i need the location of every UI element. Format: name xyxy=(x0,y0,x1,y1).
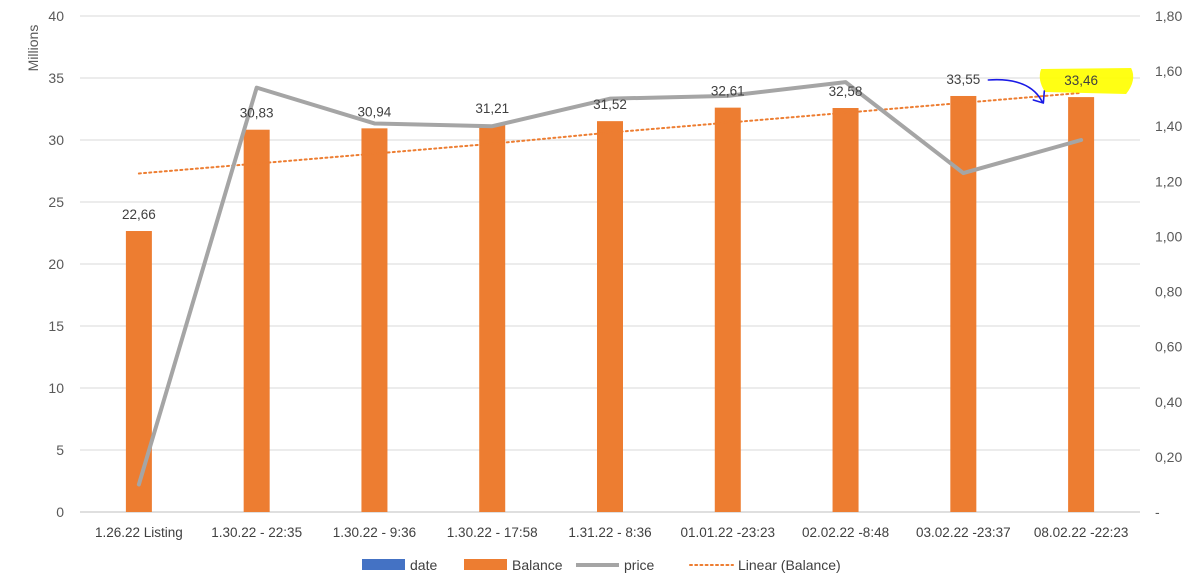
balance-bar xyxy=(479,124,506,512)
left-tick-label: 15 xyxy=(48,318,64,334)
category-label: 08.02.22 -22:23 xyxy=(1034,525,1129,540)
price-line xyxy=(136,80,1084,487)
left-axis-ticks: 0 5 10 15 20 25 30 35 40 xyxy=(48,8,64,520)
right-tick-label: 0,20 xyxy=(1155,449,1182,465)
legend-label: date xyxy=(410,557,437,573)
balance-data-label: 32,61 xyxy=(711,84,745,99)
right-tick-label: 1,60 xyxy=(1155,63,1182,79)
left-tick-label: 0 xyxy=(56,504,64,520)
category-label: 1.30.22 - 9:36 xyxy=(333,525,416,540)
legend-swatch xyxy=(464,559,507,570)
balance-data-label: 30,94 xyxy=(358,104,392,119)
balance-data-label: 32,58 xyxy=(829,84,863,99)
balance-bar xyxy=(1068,97,1095,512)
balance-bar xyxy=(597,121,623,512)
balance-data-label: 31,52 xyxy=(593,97,627,112)
left-tick-label: 40 xyxy=(48,8,64,24)
category-axis-labels: 1.26.22 Listing 1.30.22 - 22:35 1.30.22 - … xyxy=(95,525,1128,540)
data-labels: 22,66 30,83 30,94 31,21 31,52 32,61 32,58 33,55… xyxy=(122,72,1098,222)
right-tick-label: 0,80 xyxy=(1155,284,1182,300)
highlight-layer xyxy=(1039,68,1134,94)
legend: date Balance price Linear (Balance) xyxy=(362,557,841,573)
balance-data-label: 22,66 xyxy=(122,207,156,222)
left-tick-label: 10 xyxy=(48,380,64,396)
balance-bar xyxy=(832,108,859,513)
balance-trendline xyxy=(137,91,1083,175)
balance-bar xyxy=(125,231,152,513)
right-tick-label: 1,00 xyxy=(1155,228,1182,244)
right-tick-label: 1,20 xyxy=(1155,173,1182,189)
category-label: 1.30.22 - 22:35 xyxy=(211,525,302,540)
category-label: 1.30.22 - 17:58 xyxy=(447,525,538,540)
category-label: 03.02.22 -23:37 xyxy=(916,525,1011,540)
legend-label: price xyxy=(624,557,655,573)
right-tick-label: - xyxy=(1155,504,1160,520)
balance-bars xyxy=(125,95,1095,513)
category-label: 02.02.22 -8:48 xyxy=(802,525,889,540)
legend-label: Linear (Balance) xyxy=(738,557,841,573)
y-axis-title: Millions xyxy=(25,25,41,72)
trendline-layer xyxy=(137,91,1083,175)
balance-data-label: 33,55 xyxy=(946,72,980,87)
balance-bar xyxy=(361,128,388,512)
legend-label: Balance xyxy=(512,557,563,573)
balance-data-label: 30,83 xyxy=(240,106,274,121)
balance-bar xyxy=(243,129,270,512)
left-tick-label: 5 xyxy=(56,442,64,458)
balance-data-label: 33,46 xyxy=(1064,73,1098,88)
legend-swatch xyxy=(362,559,405,570)
category-label: 1.31.22 - 8:36 xyxy=(568,525,651,540)
category-label: 1.26.22 Listing xyxy=(95,525,183,540)
right-tick-label: 1,40 xyxy=(1155,118,1182,134)
balance-data-label: 31,21 xyxy=(475,101,509,116)
right-tick-label: 1,80 xyxy=(1155,8,1182,24)
yellow-highlight xyxy=(1039,68,1134,94)
category-label: 01.01.22 -23:23 xyxy=(680,525,775,540)
balance-bar xyxy=(714,107,741,513)
price-line-layer xyxy=(136,80,1084,487)
left-tick-label: 30 xyxy=(48,132,64,148)
left-tick-label: 20 xyxy=(48,256,64,272)
left-tick-label: 35 xyxy=(48,70,64,86)
right-tick-label: 0,40 xyxy=(1155,394,1182,410)
right-axis-ticks: - 0,20 0,40 0,60 0,80 1,00 1,20 1,40 1,60 1,80 xyxy=(1155,8,1182,520)
balance-bar xyxy=(950,95,977,512)
arrowhead-icon xyxy=(1032,90,1046,104)
blue-arrow-icon xyxy=(987,78,1044,103)
right-tick-label: 0,60 xyxy=(1155,339,1182,355)
left-tick-label: 25 xyxy=(48,194,64,210)
annotation-arrow xyxy=(987,78,1046,104)
